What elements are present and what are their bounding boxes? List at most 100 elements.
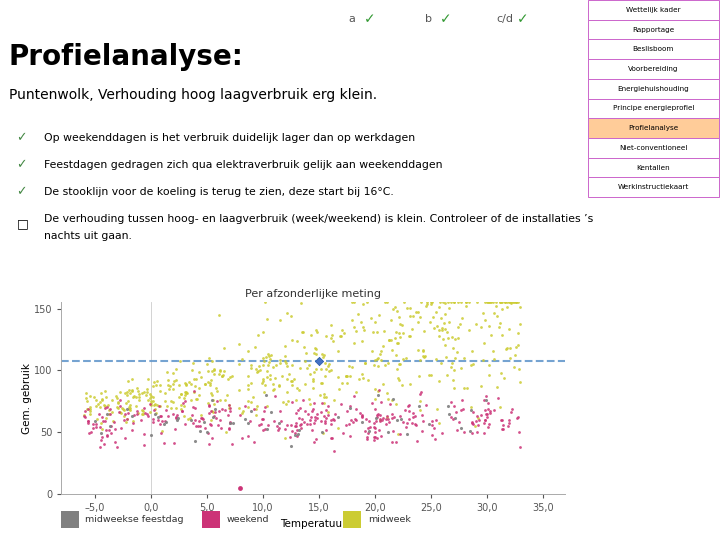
Point: [149, 410, 161, 418]
Point: [259, 298, 271, 307]
Bar: [202, 511, 220, 528]
Point: [449, 414, 461, 423]
Point: [142, 396, 153, 404]
Point: [356, 412, 368, 421]
Point: [302, 410, 314, 418]
Point: [485, 298, 497, 307]
Point: [281, 421, 292, 429]
Text: Voorbereiding: Voorbereiding: [628, 66, 679, 72]
Point: [433, 332, 445, 340]
Point: [225, 419, 236, 428]
Point: [99, 402, 111, 411]
Point: [496, 425, 508, 434]
Point: [394, 333, 405, 341]
Point: [401, 303, 413, 312]
Point: [193, 368, 204, 376]
Point: [272, 426, 284, 434]
Point: [308, 399, 320, 407]
Point: [436, 326, 447, 334]
Point: [356, 370, 368, 379]
Point: [457, 405, 469, 414]
Point: [494, 319, 505, 327]
Point: [279, 352, 291, 360]
Point: [227, 419, 238, 428]
Point: [167, 398, 179, 407]
Point: [236, 355, 248, 364]
Point: [99, 404, 111, 413]
Point: [253, 367, 264, 375]
Text: Principe energieprofiel: Principe energieprofiel: [613, 105, 694, 111]
Point: [243, 384, 254, 393]
Point: [325, 420, 337, 428]
Point: [476, 323, 487, 332]
Point: [113, 408, 125, 416]
Point: [344, 431, 356, 440]
Point: [161, 367, 172, 376]
Point: [439, 341, 451, 349]
Point: [86, 420, 98, 428]
Point: [127, 386, 138, 394]
Point: [406, 325, 418, 333]
Point: [368, 361, 379, 369]
Point: [310, 326, 322, 334]
Point: [155, 401, 166, 410]
Point: [448, 366, 459, 374]
Point: [351, 387, 362, 396]
Point: [100, 392, 112, 401]
Point: [375, 347, 387, 355]
Point: [375, 432, 387, 441]
Point: [298, 342, 310, 351]
Point: [107, 407, 118, 416]
Point: [160, 397, 171, 406]
Point: [399, 406, 410, 415]
Point: [251, 401, 263, 410]
Point: [442, 334, 454, 342]
Point: [285, 442, 297, 451]
Point: [428, 424, 440, 433]
Point: [392, 365, 403, 374]
Point: [168, 369, 179, 377]
Point: [307, 384, 319, 393]
Point: [227, 372, 238, 380]
Point: [478, 419, 490, 428]
Point: [319, 419, 330, 428]
Point: [482, 399, 494, 407]
Point: [293, 413, 305, 422]
Point: [206, 391, 217, 400]
Point: [188, 375, 199, 383]
Point: [439, 309, 451, 318]
Point: [160, 417, 171, 426]
Point: [258, 328, 269, 336]
Point: [205, 407, 217, 416]
Point: [142, 388, 153, 397]
Text: Rapportage: Rapportage: [632, 26, 675, 32]
Point: [279, 341, 290, 350]
Point: [384, 336, 395, 345]
Point: [168, 385, 179, 394]
Point: [218, 343, 230, 352]
Point: [121, 388, 132, 396]
Point: [85, 407, 96, 415]
Point: [189, 404, 201, 413]
Point: [253, 362, 265, 370]
Point: [513, 364, 525, 373]
Point: [320, 426, 331, 435]
Point: [274, 316, 286, 325]
Point: [315, 416, 326, 425]
Point: [455, 298, 467, 307]
Point: [301, 420, 312, 429]
Point: [233, 360, 244, 368]
FancyBboxPatch shape: [588, 158, 719, 177]
Point: [483, 298, 495, 307]
Point: [87, 423, 99, 432]
Point: [374, 411, 385, 420]
Point: [225, 404, 236, 413]
Point: [443, 318, 454, 327]
Point: [470, 417, 482, 426]
Point: [258, 388, 270, 396]
Point: [207, 408, 219, 416]
Point: [225, 418, 236, 427]
Point: [515, 442, 526, 451]
Point: [148, 406, 160, 414]
Point: [444, 304, 455, 313]
